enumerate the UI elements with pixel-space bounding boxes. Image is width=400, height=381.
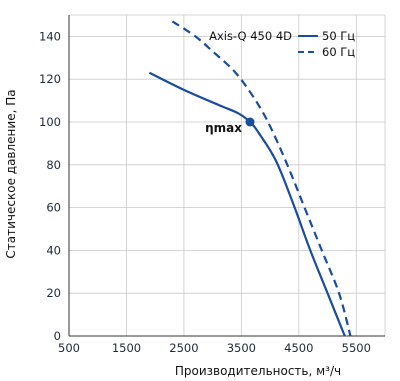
legend-label-60hz: 60 Гц [322,45,355,59]
y-tick-label: 0 [54,329,61,343]
legend-label-50hz: 50 Гц [322,29,355,43]
legend-title: Axis-Q 450 4D [209,29,292,43]
x-tick-label: 4500 [284,341,313,355]
x-tick-label: 2500 [169,341,198,355]
grid [68,14,386,337]
y-tick-label: 140 [39,29,61,43]
y-tick-label: 120 [39,72,61,86]
y-tick-label: 60 [46,201,61,215]
eta-max-label: ηmax [205,121,242,135]
series-line-50hz [148,71,346,337]
x-tick-label: 3500 [227,341,256,355]
eta-max-point [245,117,255,127]
x-tick-label: 500 [58,341,80,355]
series-lines [148,20,352,337]
series-line-60hz [171,20,352,337]
x-tick-label: 5500 [342,341,371,355]
annotation: ηmax [205,117,255,135]
y-tick-label: 40 [46,243,61,257]
y-tick-label: 20 [46,286,61,300]
x-axis-title: Производительность, м³/ч [175,364,341,378]
y-tick-label: 80 [46,158,61,172]
x-tick-label: 1500 [112,341,141,355]
x-tick-labels: 500 1500 2500 3500 4500 5500 [58,341,371,355]
y-axis-title: Статическое давление, Па [4,89,18,258]
axes [68,15,385,337]
y-tick-labels: 0 20 40 60 80 100 120 140 [39,29,61,343]
y-tick-label: 100 [39,115,61,129]
legend: Axis-Q 450 4D 50 Гц 60 Гц [209,29,355,59]
